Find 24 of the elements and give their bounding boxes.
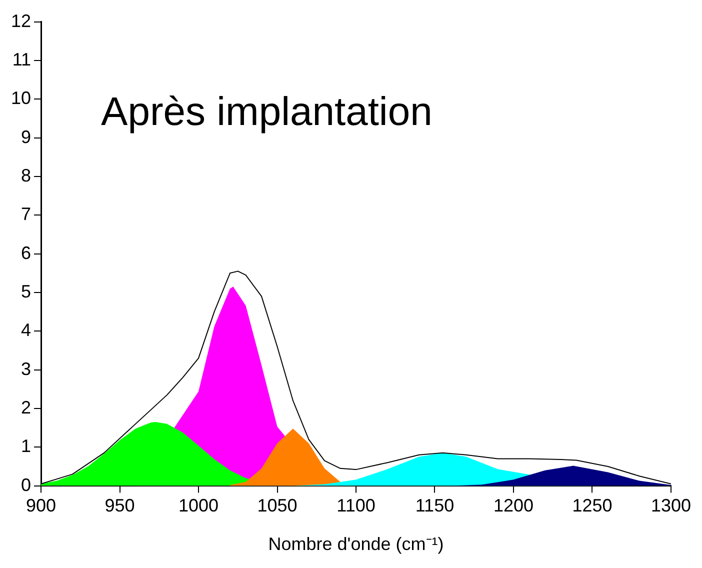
y-tick-label: 4	[21, 320, 32, 340]
y-tick-label: 10	[10, 88, 32, 108]
x-tick-label: 1200	[493, 496, 534, 516]
y-tick-label: 9	[21, 126, 32, 147]
y-tick-label: 12	[10, 10, 32, 31]
y-tick-label: 5	[21, 281, 32, 302]
x-tick-label: 1100	[336, 496, 376, 516]
y-tick-label: 1	[21, 436, 32, 456]
annotation: Après implantation	[101, 90, 432, 134]
x-axis-title: Nombre d'onde (cm⁻¹)	[268, 534, 444, 554]
x-tick-label: 1000	[178, 496, 219, 516]
y-tick-label: 3	[21, 358, 32, 379]
x-tick-label: 900	[26, 496, 56, 516]
y-tick-label: 6	[21, 242, 32, 263]
y-tick-label: 7	[21, 204, 32, 224]
x-tick-label: 950	[104, 496, 135, 516]
y-tick-label: 2	[21, 397, 32, 418]
y-tick-label: 0	[21, 474, 32, 495]
x-tick-label: 1150	[415, 496, 454, 516]
x-tick-label: 1300	[650, 496, 691, 516]
x-tick-label: 1250	[572, 496, 612, 516]
x-tick-label: 1050	[257, 496, 298, 516]
y-tick-label: 11	[12, 49, 32, 70]
y-tick-label: 8	[21, 165, 32, 186]
